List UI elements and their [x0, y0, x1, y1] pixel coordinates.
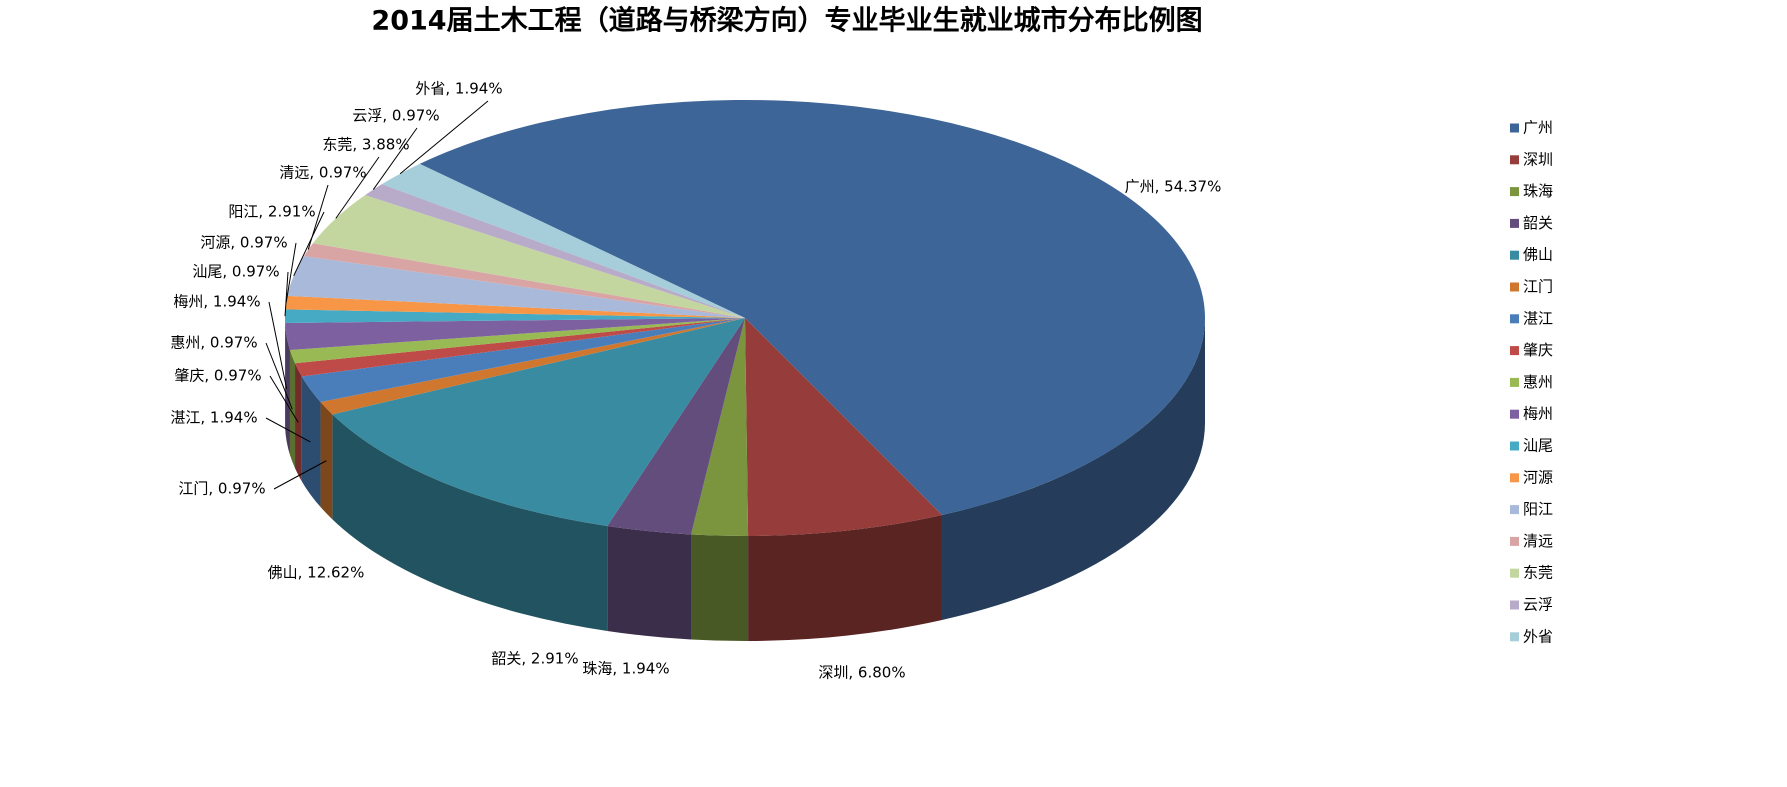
data-label: 韶关, 2.91% — [491, 650, 578, 668]
legend-swatch — [1510, 187, 1519, 197]
legend-label: 清远 — [1523, 532, 1553, 550]
legend-label: 广州 — [1523, 119, 1553, 137]
legend-swatch — [1510, 473, 1519, 483]
legend-label: 惠州 — [1523, 373, 1553, 391]
pie-slice — [289, 318, 745, 364]
legend-swatch — [1510, 346, 1519, 356]
data-label: 河源, 0.97% — [200, 234, 287, 252]
leader-line — [268, 301, 288, 390]
data-label: 清远, 0.97% — [279, 164, 366, 182]
data-label: 湛江, 1.94% — [170, 409, 257, 427]
leader-line — [265, 417, 311, 443]
pie-slice — [419, 99, 1206, 516]
pie-side — [607, 525, 692, 640]
legend-swatch — [1510, 250, 1519, 260]
pie-slice — [691, 318, 749, 536]
legend-label: 梅州 — [1523, 405, 1553, 423]
pie-side — [289, 349, 296, 469]
legend-label: 肇庆 — [1523, 341, 1553, 359]
legend-swatch — [1510, 155, 1519, 165]
legend-label: 湛江 — [1523, 309, 1553, 327]
legend-swatch — [1510, 441, 1519, 451]
chart-title: 2014届土木工程（道路与桥梁方向）专业毕业生就业城市分布比例图 — [371, 5, 1202, 37]
legend-label: 汕尾 — [1523, 437, 1553, 455]
legend-label: 深圳 — [1523, 150, 1553, 168]
pie-slice — [303, 243, 745, 318]
data-label: 梅州, 1.94% — [173, 293, 260, 311]
leader-line — [269, 375, 299, 423]
pie-slice — [381, 163, 745, 318]
pie-side — [941, 318, 1205, 621]
legend-label: 佛山 — [1523, 246, 1553, 264]
legend-label: 阳江 — [1523, 500, 1553, 518]
data-label: 外省, 1.94% — [415, 80, 502, 98]
pie-slice — [365, 184, 745, 318]
leader-line — [265, 342, 293, 410]
leader-line — [293, 211, 325, 277]
legend-label: 江门 — [1523, 278, 1553, 296]
legend-swatch — [1510, 218, 1519, 228]
legend-label: 河源 — [1523, 468, 1553, 486]
data-label: 云浮, 0.97% — [352, 107, 439, 125]
leader-line — [273, 460, 327, 490]
data-label: 珠海, 1.94% — [582, 660, 669, 678]
pie-side — [691, 534, 749, 641]
leader-line — [285, 242, 297, 303]
pie-slice — [301, 318, 745, 403]
pie-slice — [745, 318, 942, 536]
pie-slice — [295, 318, 745, 377]
data-label: 汕尾, 0.97% — [192, 263, 279, 281]
pie-slice — [285, 309, 745, 323]
pie-slice — [607, 318, 745, 535]
legend-label: 云浮 — [1523, 596, 1553, 614]
leader-line — [284, 271, 289, 317]
leader-line — [399, 100, 489, 175]
legend-swatch — [1510, 409, 1519, 419]
legend-swatch — [1510, 377, 1519, 387]
pie-slice — [312, 195, 745, 318]
legend-swatch — [1510, 314, 1519, 324]
legend-label: 珠海 — [1523, 182, 1553, 200]
leader-line — [307, 184, 329, 250]
pie-slice — [287, 256, 745, 318]
legend-swatch — [1510, 282, 1519, 292]
leader-line — [372, 127, 418, 190]
pie-slice — [332, 318, 745, 526]
pie-side — [295, 363, 302, 482]
pie-side — [301, 376, 321, 508]
legend-swatch — [1510, 568, 1519, 578]
data-label: 肇庆, 0.97% — [174, 367, 261, 385]
legend-swatch — [1510, 600, 1519, 610]
legend-swatch — [1510, 632, 1519, 642]
data-label: 江门, 0.97% — [178, 480, 265, 498]
data-label: 阳江, 2.91% — [228, 203, 315, 221]
legend-label: 东莞 — [1523, 564, 1553, 582]
data-label: 广州, 54.37% — [1125, 178, 1222, 196]
pie-side — [748, 515, 942, 641]
legend-label: 韶关 — [1523, 214, 1553, 232]
legend-swatch — [1510, 123, 1519, 133]
pie-side — [332, 414, 608, 631]
leader-line — [335, 156, 380, 219]
data-label: 东莞, 3.88% — [322, 136, 409, 154]
pie-side — [285, 322, 290, 455]
legend-swatch — [1510, 536, 1519, 546]
data-label: 惠州, 0.97% — [170, 334, 257, 352]
data-label: 深圳, 6.80% — [818, 664, 905, 682]
pie-side — [320, 402, 333, 520]
pie-slice — [285, 318, 745, 350]
pie-slice — [320, 318, 745, 415]
legend-swatch — [1510, 505, 1519, 515]
legend-label: 外省 — [1523, 627, 1553, 645]
pie-slice — [285, 295, 745, 318]
data-label: 佛山, 12.62% — [268, 564, 365, 582]
